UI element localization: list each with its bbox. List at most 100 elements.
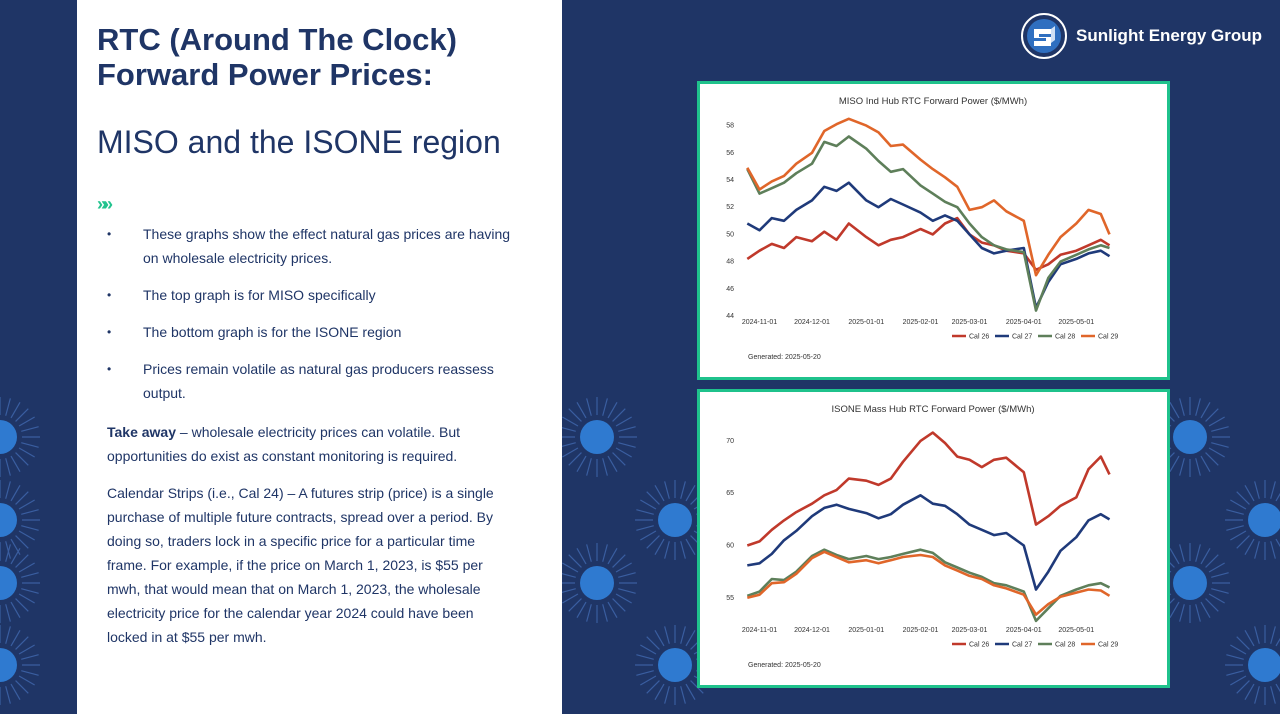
brand-name: Sunlight Energy Group xyxy=(1076,26,1263,45)
sunburst-ray xyxy=(1208,593,1225,604)
sunburst-ray xyxy=(685,630,696,647)
y-tick-label: 54 xyxy=(726,177,734,184)
sunburst-ray xyxy=(615,416,632,427)
sunburst-ray xyxy=(680,541,686,559)
legend-label: Cal 27 xyxy=(1012,642,1032,649)
sunburst-ray xyxy=(15,408,29,422)
sunburst-ray xyxy=(15,554,29,568)
sunburst-ray xyxy=(602,604,608,622)
sunburst-ray xyxy=(15,452,29,466)
sunburst-dot xyxy=(0,648,17,682)
miso-forward-price-chart: MISO Ind Hub RTC Forward Power ($/MWh) 44… xyxy=(726,96,1118,361)
sunburst-ray xyxy=(10,630,21,647)
sunburst-ray xyxy=(664,686,670,704)
sunburst-ray xyxy=(640,499,657,510)
sunburst-ray xyxy=(685,485,696,502)
chart-title: ISONE Mass Hub RTC Forward Power ($/MWh) xyxy=(831,404,1034,415)
x-tick-label: 2025-02-01 xyxy=(903,627,939,634)
sunburst-ray xyxy=(1236,535,1250,549)
bullet-item: Prices remain volatile as natural gas pr… xyxy=(107,357,517,405)
sunburst-ray xyxy=(1270,481,1276,499)
sunburst-dot xyxy=(580,566,614,600)
x-tick-label: 2025-01-01 xyxy=(848,319,884,326)
x-tick-label: 2025-05-01 xyxy=(1058,627,1094,634)
sunburst-ray xyxy=(5,458,11,476)
sunburst-ray xyxy=(618,572,636,578)
x-tick-label: 2025-02-01 xyxy=(903,319,939,326)
sunburst-ray xyxy=(1244,683,1255,700)
y-tick-label: 44 xyxy=(726,313,734,320)
sunburst-ray xyxy=(612,554,626,568)
sunburst-ray xyxy=(1254,481,1260,499)
sunburst-dot xyxy=(658,503,692,537)
sunburst-ray xyxy=(1195,604,1201,622)
bullet-item: The bottom graph is for the ISONE region xyxy=(107,320,517,344)
sunburst-ray xyxy=(636,525,654,531)
chevrons-icon: »» xyxy=(97,194,113,214)
sunburst-dot xyxy=(580,420,614,454)
sunburst-ray xyxy=(10,683,21,700)
sunburst-ray xyxy=(602,458,608,476)
sunburst-ray xyxy=(1230,644,1247,655)
chart-title: MISO Ind Hub RTC Forward Power ($/MWh) xyxy=(839,96,1027,107)
sunburst-ray xyxy=(1230,530,1247,541)
sunburst-ray xyxy=(1169,548,1180,565)
sunburst-ray xyxy=(21,525,39,531)
sunburst-dot xyxy=(1173,566,1207,600)
sunburst-ray xyxy=(1244,485,1255,502)
sunburst-ray xyxy=(640,644,657,655)
sunburst-ray xyxy=(1254,686,1260,704)
x-tick-label: 2025-04-01 xyxy=(1006,319,1042,326)
sunburst-ray xyxy=(1208,562,1225,573)
sunburst-ray xyxy=(646,491,660,505)
sunburst-ray xyxy=(18,499,35,510)
series-line-cal-29 xyxy=(746,550,1111,616)
sunburst-ray xyxy=(1254,541,1260,559)
slide-subtitle: MISO and the ISONE region xyxy=(97,124,501,160)
sunburst-ray xyxy=(568,452,582,466)
sunburst-ray xyxy=(21,509,39,515)
sunburst-ray xyxy=(21,654,39,660)
y-tick-label: 46 xyxy=(726,286,734,293)
sunburst-ray xyxy=(21,426,39,432)
brand-logo: Sunlight Energy Group xyxy=(1020,12,1262,60)
sunburst-ray xyxy=(10,538,21,555)
sunburst-ray xyxy=(568,554,582,568)
x-tick-label: 2024-12-01 xyxy=(794,319,830,326)
y-tick-label: 52 xyxy=(726,204,734,211)
sunburst-ray xyxy=(1205,554,1219,568)
sunburst-dot xyxy=(1248,648,1280,682)
sunburst-ray xyxy=(1205,452,1219,466)
takeaway-label: Take away xyxy=(107,424,177,440)
series-line-cal-26 xyxy=(746,216,1111,272)
sunburst-ray xyxy=(18,675,35,686)
sunburst-ray xyxy=(18,644,35,655)
sunburst-ray xyxy=(1195,458,1201,476)
sunburst-ray xyxy=(576,402,587,419)
sunburst-ray xyxy=(685,538,696,555)
sunburst-ray xyxy=(1179,604,1185,622)
sunburst-ray xyxy=(1230,675,1247,686)
sunburst-ray xyxy=(1205,598,1219,612)
content-panel: RTC (Around The Clock) Forward Power Pri… xyxy=(77,0,562,714)
series-line-cal-27 xyxy=(746,181,1111,310)
legend-label: Cal 28 xyxy=(1055,334,1075,341)
sunburst-ray xyxy=(654,538,665,555)
sunburst-dot xyxy=(0,420,17,454)
sunburst-ray xyxy=(636,654,654,660)
sunburst-ray xyxy=(1200,601,1211,618)
y-tick-label: 50 xyxy=(726,231,734,238)
x-tick-label: 2025-05-01 xyxy=(1058,319,1094,326)
sunburst-ray xyxy=(654,630,665,647)
sunburst-ray xyxy=(654,485,665,502)
y-tick-label: 60 xyxy=(726,543,734,550)
sunburst-ray xyxy=(562,416,579,427)
sunburst-ray xyxy=(1200,548,1211,565)
sunburst-ray xyxy=(680,686,686,704)
sunburst-dot xyxy=(1173,420,1207,454)
series-line-cal-29 xyxy=(746,117,1111,277)
sunburst-ray xyxy=(612,598,626,612)
sunburst-dot xyxy=(0,503,17,537)
generated-date: Generated: 2025-05-20 xyxy=(748,662,821,669)
